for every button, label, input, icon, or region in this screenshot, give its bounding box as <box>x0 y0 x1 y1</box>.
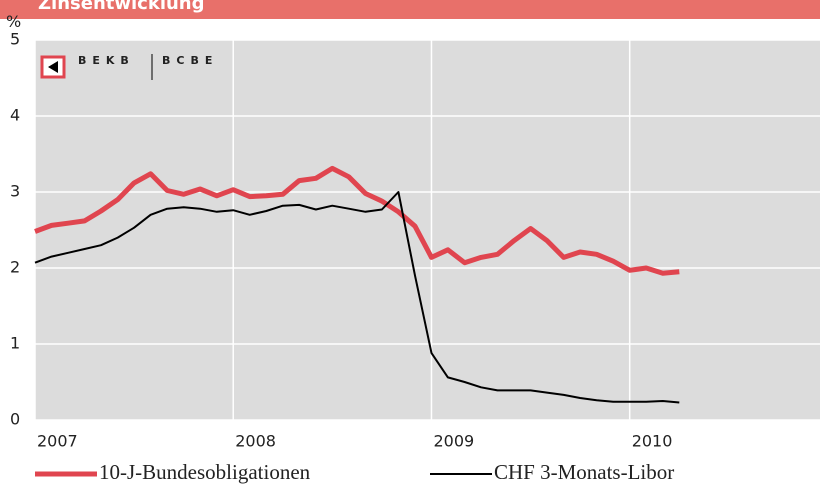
x-tick-label: 2009 <box>433 432 474 451</box>
chart-title: Zinsentwicklung <box>38 0 205 14</box>
legend-label: CHF 3-Monats-Libor <box>494 460 674 484</box>
y-tick-label: 1 <box>10 334 20 353</box>
logo-right: BCBE <box>162 54 218 67</box>
legend: 10-J-Bundesobligationen CHF 3-Monats-Libo… <box>35 460 674 484</box>
series-line <box>34 191 680 404</box>
y-tick-label: 3 <box>10 182 20 201</box>
x-tick-label: 2007 <box>37 432 78 451</box>
logo-arrow <box>48 61 58 73</box>
y-tick-label: 0 <box>10 410 20 429</box>
x-tick-label: 2008 <box>235 432 276 451</box>
y-tick-label: 5 <box>10 30 20 49</box>
plot-area <box>35 40 820 420</box>
logo-left: BEKB <box>78 54 135 67</box>
x-tick-label: 2010 <box>632 432 673 451</box>
header-bar <box>0 0 820 19</box>
y-tick-label: 2 <box>10 258 20 277</box>
series-line <box>34 165 680 276</box>
legend-label: 10-J-Bundesobligationen <box>99 460 311 484</box>
grid <box>34 39 820 421</box>
lines <box>34 165 680 404</box>
y-axis-label: % <box>6 12 21 31</box>
y-tick-label: 4 <box>10 106 20 125</box>
